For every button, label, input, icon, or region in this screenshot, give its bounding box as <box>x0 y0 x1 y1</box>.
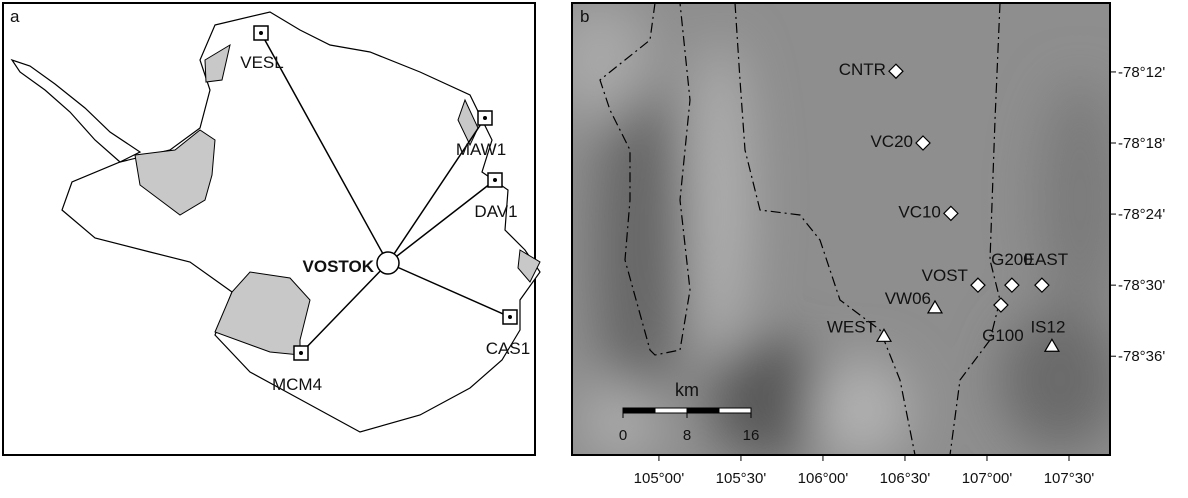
scale-tick-label: 8 <box>683 427 691 444</box>
station-label: MAW1 <box>456 140 506 159</box>
link <box>387 117 486 264</box>
site-label: G100 <box>982 326 1024 345</box>
scale-segment <box>622 407 656 414</box>
scale-segment <box>654 407 688 414</box>
center-label: VOSTOK <box>303 257 375 276</box>
scale-segment <box>718 407 752 414</box>
x-tick-label: 106°00' <box>798 470 849 487</box>
panel-label: a <box>10 7 20 26</box>
scale-segment <box>686 407 720 414</box>
site-label: VC10 <box>898 202 941 221</box>
station-label: CAS1 <box>486 339 530 358</box>
link <box>387 179 496 264</box>
site-marker <box>1004 277 1020 293</box>
link <box>387 262 511 318</box>
coastal-shelf <box>204 43 231 83</box>
site-marker <box>915 135 931 151</box>
station-label: VESL <box>240 53 283 72</box>
site-label: VW06 <box>885 289 931 308</box>
panel-a: a VOSTOK VESL MAW1 DAV1 CAS1 MCM4 <box>2 2 541 456</box>
marker-dots <box>259 31 512 355</box>
site-marker <box>875 328 893 342</box>
site-marker <box>1043 338 1060 352</box>
panel-label: b <box>580 7 589 26</box>
y-tick-label: -78°30' <box>1118 277 1165 294</box>
site-marker <box>888 63 904 80</box>
site-label: WEST <box>827 317 876 336</box>
x-tick-label: 107°30' <box>1044 470 1095 487</box>
x-tick-label: 105°30' <box>716 470 767 487</box>
imagery <box>572 3 1110 455</box>
y-tick-label: -78°24' <box>1118 206 1165 223</box>
site-label: VOST <box>922 266 968 285</box>
site-marker <box>943 205 959 222</box>
scale-tick-label: 0 <box>619 427 627 444</box>
y-tick-label: -78°36' <box>1118 348 1165 365</box>
x-tick-label: 107°00' <box>962 470 1013 487</box>
west-ice-shelf <box>517 249 541 283</box>
peninsula <box>10 58 142 163</box>
y-tick-label: -78°12' <box>1118 64 1165 81</box>
scale-tick-label: 16 <box>743 427 760 444</box>
site-marker <box>970 277 986 293</box>
x-tick-label: 106°30' <box>880 470 931 487</box>
links <box>260 32 511 354</box>
scale-unit: km <box>675 380 699 400</box>
site-marker <box>993 297 1009 313</box>
site-label: EAST <box>1024 250 1068 269</box>
site-label: CNTR <box>839 60 886 79</box>
vostok-marker <box>376 251 400 275</box>
amery-ice-shelf <box>457 98 479 147</box>
x-tick-label: 105°00' <box>634 470 685 487</box>
link <box>300 262 389 354</box>
site-label: VC20 <box>870 132 913 151</box>
ross-ice-shelf <box>214 271 311 356</box>
frame <box>571 2 1111 456</box>
panel-b: b <box>571 2 1111 456</box>
site-marker <box>1034 277 1050 293</box>
ronne-ice-shelf <box>134 129 216 216</box>
station-label: DAV1 <box>474 202 517 221</box>
continent <box>61 11 541 433</box>
site-label: G200 <box>991 250 1033 269</box>
link <box>260 32 389 264</box>
station-label: MCM4 <box>272 375 322 394</box>
site-label: IS12 <box>1030 317 1065 336</box>
y-tick-label: -78°18' <box>1118 135 1165 152</box>
site-marker <box>926 299 944 314</box>
